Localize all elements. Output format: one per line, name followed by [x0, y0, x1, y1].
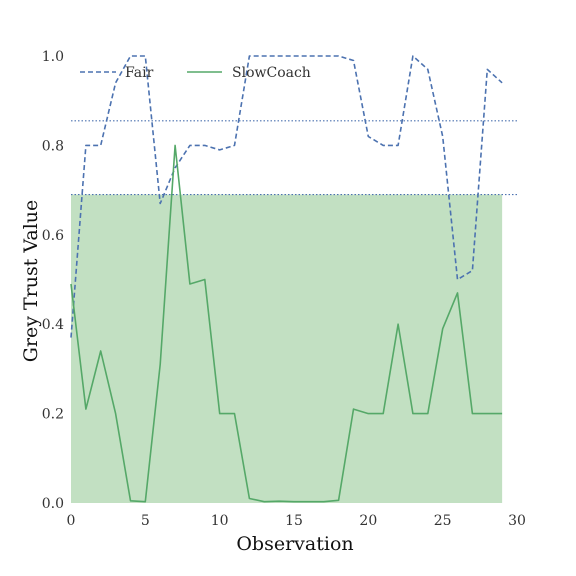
legend-label-fair: Fair — [125, 65, 154, 81]
x-tick-label: 20 — [359, 513, 377, 529]
y-tick-label: 0.2 — [42, 407, 64, 423]
y-tick-label: 0.6 — [42, 228, 64, 244]
shaded-region — [71, 195, 502, 503]
x-axis-label: Observation — [236, 533, 353, 555]
x-tick-labels: 0 5 10 15 20 25 30 — [67, 513, 526, 529]
y-tick-label: 1.0 — [42, 49, 64, 65]
legend-label-slowcoach: SlowCoach — [232, 65, 311, 81]
x-tick-label: 25 — [434, 513, 452, 529]
x-tick-label: 10 — [211, 513, 229, 529]
x-tick-label: 15 — [285, 513, 303, 529]
y-tick-label: 0.4 — [42, 317, 64, 333]
y-tick-label: 0.8 — [42, 138, 64, 154]
y-tick-label: 0.0 — [42, 496, 64, 512]
shaded-region-layer — [71, 195, 502, 503]
x-tick-label: 5 — [141, 513, 150, 529]
x-tick-label: 30 — [508, 513, 526, 529]
x-tick-label: 0 — [67, 513, 76, 529]
legend: Fair SlowCoach — [80, 65, 311, 81]
y-tick-labels: 0.0 0.2 0.4 0.6 0.8 1.0 — [42, 49, 64, 512]
reference-lines-layer — [71, 121, 517, 195]
y-axis-label: Grey Trust Value — [20, 200, 42, 363]
